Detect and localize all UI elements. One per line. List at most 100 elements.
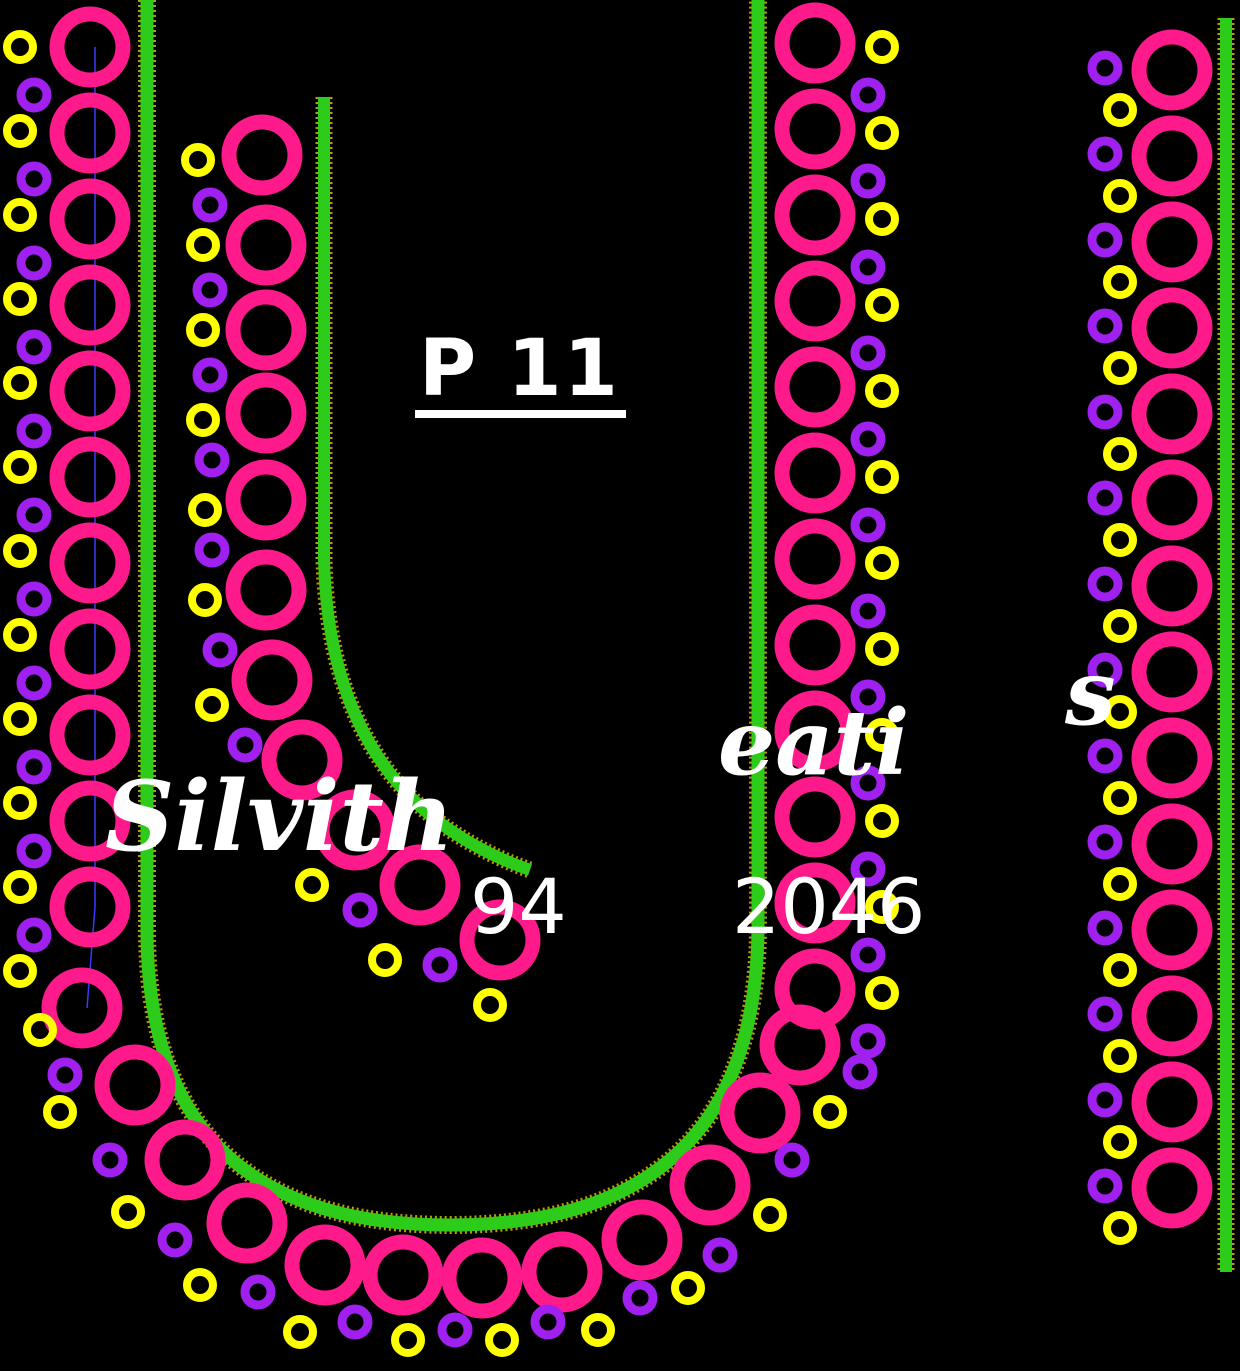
pink-ring xyxy=(49,608,131,690)
pink-ring xyxy=(1131,29,1213,111)
yellow-ring xyxy=(1103,265,1137,299)
pink-ring xyxy=(1131,1061,1213,1143)
yellow-ring xyxy=(186,228,220,262)
yellow-ring xyxy=(865,374,899,408)
purple-ring xyxy=(202,632,238,668)
purple-ring xyxy=(1087,910,1123,946)
pink-ring xyxy=(221,114,303,196)
purple-ring xyxy=(622,1280,658,1316)
purple-ring xyxy=(850,765,886,801)
yellow-ring xyxy=(195,688,229,722)
purple-ring xyxy=(1087,652,1123,688)
purple-ring xyxy=(194,532,230,568)
pink-ring xyxy=(49,92,131,174)
purple-ring xyxy=(16,413,52,449)
watermark-number-1: 94 xyxy=(470,862,567,951)
yellow-ring xyxy=(581,1313,615,1347)
watermark-text-3: s xyxy=(1065,640,1116,746)
pink-ring xyxy=(774,862,856,944)
yellow-ring xyxy=(391,1323,425,1357)
purple-ring xyxy=(16,497,52,533)
guide-line xyxy=(86,47,96,1009)
pink-ring xyxy=(1131,287,1213,369)
pink-ring xyxy=(261,719,343,801)
yellow-ring xyxy=(865,30,899,64)
pink-ring xyxy=(774,776,856,858)
pink-ring xyxy=(1131,373,1213,455)
pink-ring xyxy=(1131,803,1213,885)
purple-ring xyxy=(1087,824,1123,860)
pink-ring xyxy=(41,967,123,1049)
pink-ring xyxy=(49,780,131,862)
pink-ring xyxy=(1131,459,1213,541)
pink-ring xyxy=(774,604,856,686)
pink-ring xyxy=(379,844,461,926)
yellow-ring xyxy=(23,1013,57,1047)
yellow-ring xyxy=(1103,523,1137,557)
purple-ring xyxy=(192,357,228,393)
yellow-ring xyxy=(485,1323,519,1357)
purple-ring xyxy=(192,272,228,308)
purple-ring xyxy=(157,1222,193,1258)
yellow-ring xyxy=(3,954,37,988)
yellow-ring xyxy=(865,804,899,838)
yellow-ring xyxy=(1103,695,1137,729)
purple-ring xyxy=(437,1312,473,1348)
purple-ring xyxy=(1087,480,1123,516)
pink-ring xyxy=(49,522,131,604)
pink-ring xyxy=(225,289,307,371)
purple-ring xyxy=(850,421,886,457)
purple-ring xyxy=(1087,136,1123,172)
pink-ring xyxy=(774,260,856,342)
piping-lines xyxy=(138,0,1235,1272)
yellow-ring xyxy=(3,786,37,820)
yellow-ring xyxy=(3,534,37,568)
yellow-ring xyxy=(865,890,899,924)
yellow-ring xyxy=(865,632,899,666)
purple-ring xyxy=(16,917,52,953)
guide-lines xyxy=(86,47,96,1009)
purple-ring xyxy=(16,245,52,281)
pink-ring xyxy=(49,694,131,776)
yellow-ring xyxy=(865,976,899,1010)
purple-ring xyxy=(47,1057,83,1093)
pink-ring xyxy=(459,899,541,981)
yellow-ring xyxy=(1103,351,1137,385)
yellow-ring xyxy=(1103,179,1137,213)
purple-ring xyxy=(1087,1082,1123,1118)
yellow-ring xyxy=(3,282,37,316)
yellow-ring xyxy=(3,366,37,400)
purple-ring xyxy=(850,679,886,715)
purple-ring xyxy=(850,163,886,199)
pink-ring xyxy=(225,459,307,541)
yellow-ring xyxy=(3,618,37,652)
pink-ring xyxy=(1131,717,1213,799)
yellow-ring xyxy=(1103,609,1137,643)
yellow-ring xyxy=(186,313,220,347)
yellow-ring xyxy=(183,1268,217,1302)
purple-ring xyxy=(16,665,52,701)
purple-ring xyxy=(1087,566,1123,602)
purple-ring xyxy=(1087,308,1123,344)
pink-ring xyxy=(1131,545,1213,627)
yellow-ring xyxy=(3,114,37,148)
yellow-ring xyxy=(3,870,37,904)
pink-ring xyxy=(441,1237,523,1319)
yellow-ring xyxy=(865,202,899,236)
pink-ring xyxy=(49,264,131,346)
pink-ring xyxy=(601,1199,683,1281)
pink-ring xyxy=(225,549,307,631)
purple-ring xyxy=(850,937,886,973)
pink-ring xyxy=(774,346,856,428)
purple-ring xyxy=(194,442,230,478)
yellow-ring xyxy=(1103,93,1137,127)
ring-motifs xyxy=(3,2,1213,1357)
pink-ring xyxy=(1131,631,1213,713)
purple-ring xyxy=(16,77,52,113)
yellow-ring xyxy=(283,1315,317,1349)
yellow-ring xyxy=(671,1271,705,1305)
pink-ring xyxy=(94,1044,176,1126)
pink-ring xyxy=(1131,889,1213,971)
back-neck-piping xyxy=(318,97,532,876)
